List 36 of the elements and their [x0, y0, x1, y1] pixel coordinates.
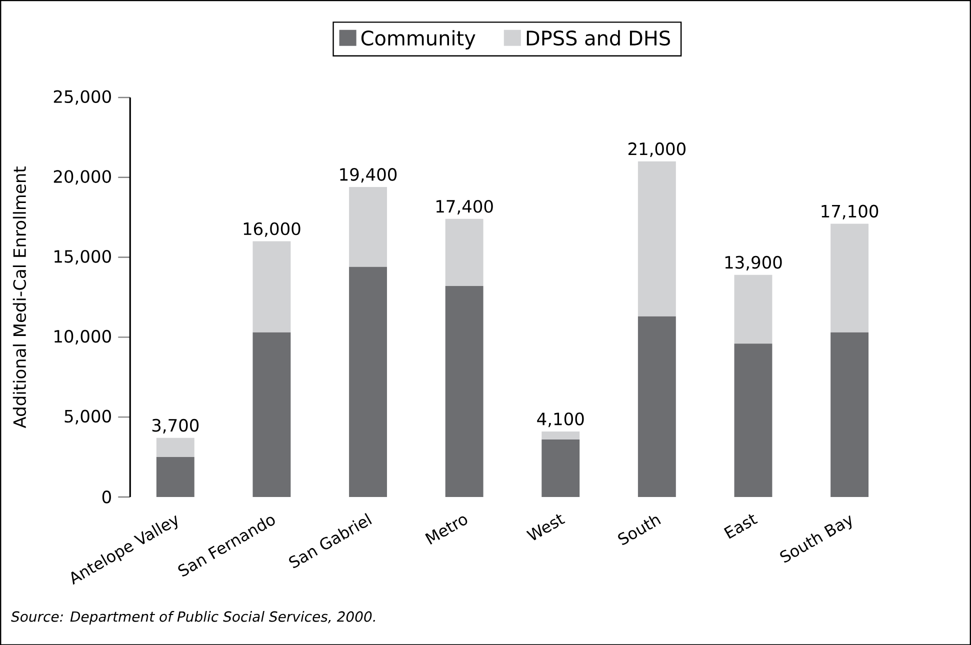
bar	[734, 274, 772, 344]
y-axis-title: Additional Medi-Cal Enrollment	[12, 166, 26, 428]
bar	[638, 161, 676, 316]
y-tick-label: 20,000	[54, 170, 111, 184]
legend-label: DPSS and DHS	[526, 30, 670, 46]
bar	[349, 186, 387, 267]
y-tick-label: 0	[102, 490, 111, 504]
x-tick-label: West	[526, 514, 566, 540]
bar	[830, 332, 869, 497]
bar	[734, 343, 772, 497]
y-tick-label: 25,000	[54, 90, 111, 105]
bar	[542, 439, 580, 497]
total-label: 21,000	[628, 142, 686, 157]
bar	[349, 266, 387, 497]
y-tick-label: 10,000	[54, 330, 111, 344]
total-label: 4,100	[537, 412, 584, 427]
total-label: 19,400	[340, 168, 397, 182]
bar	[445, 218, 484, 286]
total-label: 13,900	[725, 256, 782, 270]
total-label: 16,000	[244, 222, 300, 237]
y-tick-label: 5,000	[64, 410, 111, 424]
bar	[156, 438, 194, 457]
source-note: Source: Department of Public Social Services, 2000.	[11, 610, 375, 624]
bar	[252, 332, 291, 497]
x-tick-label: East	[724, 514, 758, 539]
y-tick-label: 15,000	[54, 250, 111, 264]
total-label: 3,700	[152, 418, 199, 434]
total-label: 17,100	[822, 204, 878, 220]
legend-label: Community	[361, 30, 476, 50]
bar	[252, 241, 291, 332]
bar	[445, 286, 484, 497]
bar	[638, 316, 676, 497]
bar	[542, 431, 580, 440]
total-label: 17,400	[436, 200, 493, 214]
bar	[830, 224, 869, 332]
bar	[156, 456, 194, 497]
